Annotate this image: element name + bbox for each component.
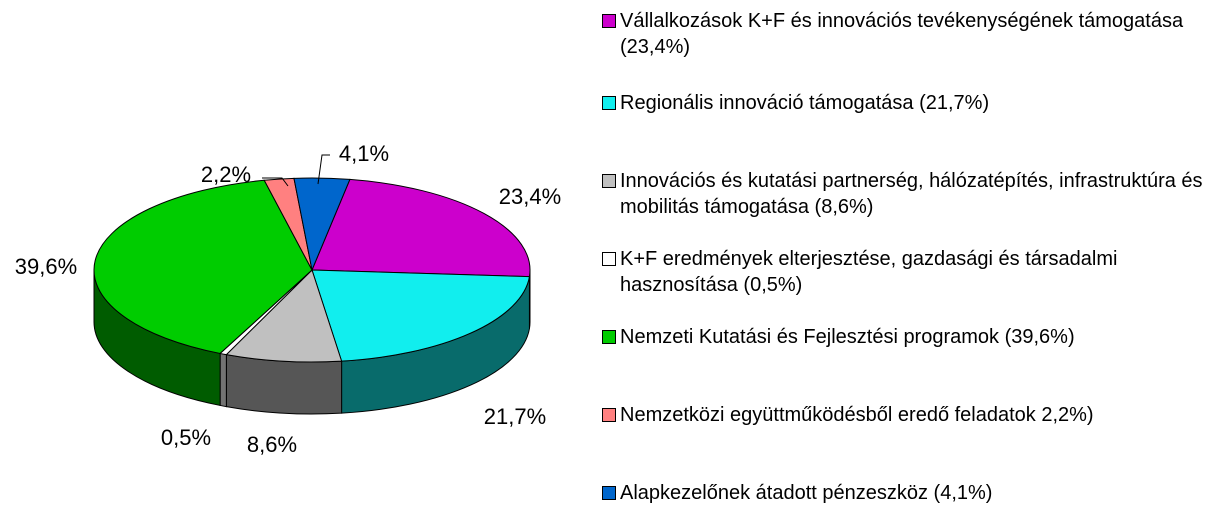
data-label: 21,7%: [484, 404, 546, 429]
legend-item: Nemzeti Kutatási és Fejlesztési programo…: [598, 324, 1228, 350]
slice: [293, 177, 351, 272]
legend-swatch: [602, 486, 616, 500]
legend-item: Nemzetközi együttműködésből eredő felada…: [598, 402, 1228, 428]
slice-side: [225, 354, 343, 415]
legend-item: Regionális innováció támogatása (21,7%): [598, 90, 1228, 116]
data-label: 2,2%: [201, 162, 251, 187]
legend-swatch: [602, 96, 616, 110]
legend-item: Alapkezelőnek átadott pénzeszköz (4,1%): [598, 480, 1228, 506]
slice: [225, 269, 343, 363]
data-label: 39,6%: [15, 254, 77, 279]
legend-swatch: [602, 252, 616, 266]
legend-label: Regionális innováció támogatása (21,7%): [620, 92, 990, 114]
leader-line: [317, 154, 330, 185]
legend-label: Vállalkozások K+F és innovációs tevékeny…: [620, 10, 1184, 58]
slice: [311, 269, 531, 362]
legend-swatch: [602, 14, 616, 28]
legend-swatch: [602, 330, 616, 344]
legend-label: Alapkezelőnek átadott pénzeszköz (4,1%): [620, 482, 993, 504]
data-label: 8,6%: [247, 432, 297, 457]
legend-label: Nemzeti Kutatási és Fejlesztési programo…: [620, 326, 1075, 348]
legend-label: K+F eredmények elterjesztése, gazdasági …: [620, 248, 1118, 296]
legend-label: Nemzetközi együttműködésből eredő felada…: [620, 404, 1094, 426]
data-label: 0,5%: [161, 425, 211, 450]
data-label: 4,1%: [339, 141, 389, 166]
legend-label: Innovációs és kutatási partnerség, hálóz…: [620, 170, 1203, 218]
slice: [311, 178, 531, 278]
legend-item: K+F eredmények elterjesztése, gazdasági …: [598, 246, 1228, 298]
pie-area: 23,4% 21,7% 8,6% 0,5% 39,6% 2,2% 4,1%: [15, 141, 561, 457]
legend-swatch: [602, 408, 616, 422]
data-label: 23,4%: [499, 184, 561, 209]
leader-line: [262, 177, 289, 187]
legend-item: Vállalkozások K+F és innovációs tevékeny…: [598, 8, 1228, 60]
legend-item: Innovációs és kutatási partnerség, hálóz…: [598, 168, 1228, 220]
slice: [93, 179, 313, 354]
legend-swatch: [602, 174, 616, 188]
slice-side: [219, 352, 227, 408]
